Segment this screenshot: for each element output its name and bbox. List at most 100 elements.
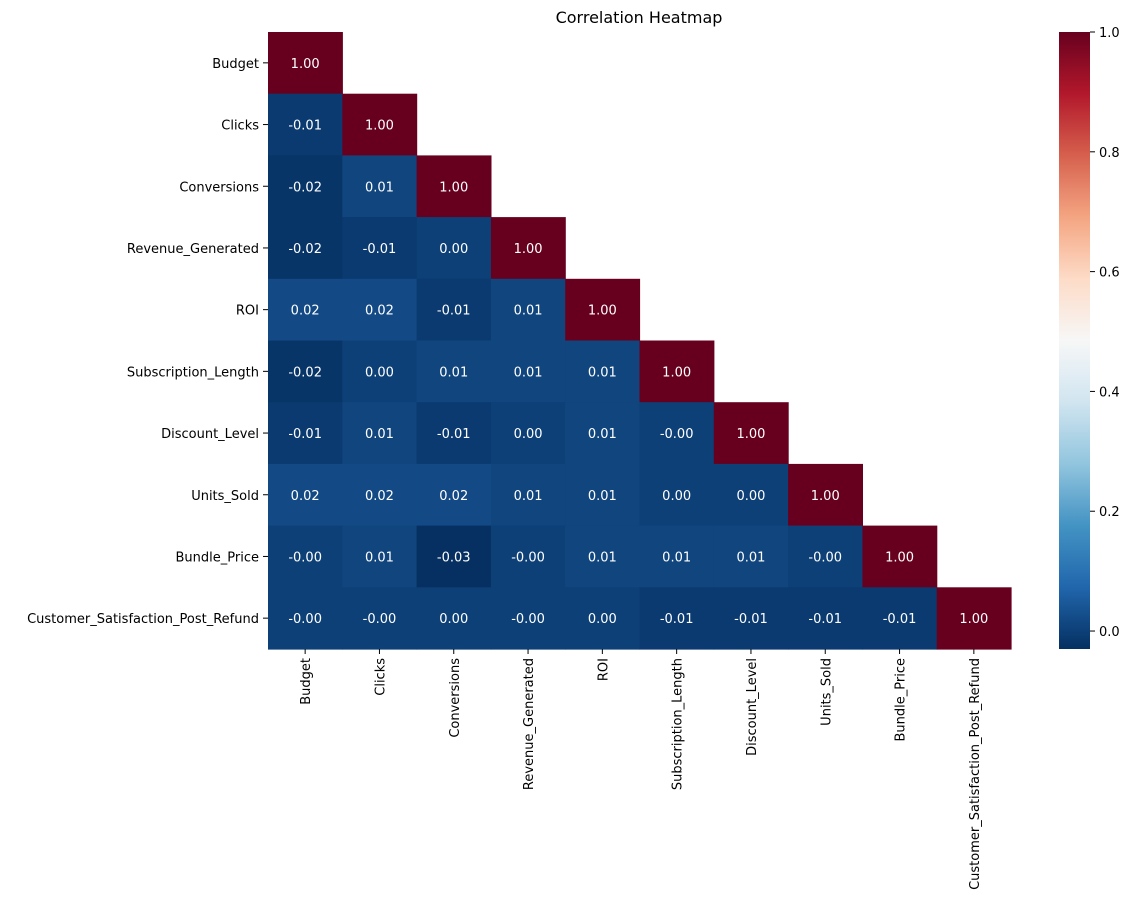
heatmap-cell (639, 402, 715, 465)
heatmap-cell (565, 463, 641, 527)
cell-annotation: 0.01 (514, 304, 543, 319)
heatmap-cell (788, 463, 863, 527)
cell-annotation: -0.00 (660, 427, 694, 442)
cell-annotation: -0.02 (288, 365, 322, 380)
heatmap-cell (416, 525, 492, 588)
y-tick-label: Clicks (221, 119, 259, 134)
heatmap-cell (490, 340, 566, 403)
heatmap-cell (639, 587, 715, 650)
cell-annotation: 0.02 (291, 304, 320, 319)
heatmap-cells: 1.00 -0.01 1.00 -0.02 0.01 1.00 -0.02 -0.01 0.00… (268, 32, 1012, 650)
x-tick-label: Discount_Level (745, 658, 760, 756)
heatmap-cell (639, 340, 715, 403)
heatmap-cell (565, 402, 641, 465)
y-tick-label: Budget (212, 57, 259, 72)
heatmap-cell (936, 587, 1012, 650)
heatmap-cell (713, 587, 789, 650)
cell-annotation: -0.00 (808, 550, 842, 565)
heatmap-cell (713, 525, 789, 588)
heatmap-cell (416, 587, 492, 650)
heatmap-cell (268, 525, 343, 588)
heatmap-cell (490, 217, 566, 280)
heatmap-cell (268, 402, 343, 465)
x-axis-tick-labels: Budget Clicks Conversions Revenue_Generated… (299, 649, 983, 890)
cell-annotation: -0.01 (288, 427, 322, 442)
cell-annotation: 0.00 (662, 489, 691, 504)
heatmap-cell (490, 463, 566, 527)
cell-annotation: 0.01 (439, 365, 468, 380)
cell-annotation: 1.00 (365, 119, 394, 134)
heatmap-cell (565, 340, 641, 403)
y-tick-label: Revenue_Generated (127, 242, 259, 257)
heatmap-cell (639, 525, 715, 588)
cell-annotation: 1.00 (291, 57, 320, 72)
heatmap-cell (342, 587, 418, 650)
heatmap-cell (788, 525, 863, 588)
cell-annotation: 0.02 (365, 304, 394, 319)
heatmap-cell (268, 587, 343, 650)
heatmap-cell (342, 340, 418, 403)
cell-annotation: 0.01 (365, 180, 394, 195)
x-tick-label: Customer_Satisfaction_Post_Refund (968, 658, 983, 890)
heatmap-cell (416, 402, 492, 465)
heatmap-cell (565, 587, 641, 650)
colorbar-tick-label: 0.2 (1099, 505, 1120, 520)
heatmap-cell (342, 217, 418, 280)
cell-annotation: 0.01 (736, 550, 765, 565)
cell-annotation: 1.00 (662, 365, 691, 380)
cell-annotation: 0.01 (514, 489, 543, 504)
x-tick-label: Units_Sold (819, 658, 834, 726)
cell-annotation: -0.00 (288, 550, 322, 565)
heatmap-cell (862, 525, 938, 588)
heatmap-cell (639, 463, 715, 527)
cell-annotation: 1.00 (439, 180, 468, 195)
cell-annotation: 0.00 (439, 242, 468, 257)
cell-annotation: 1.00 (736, 427, 765, 442)
heatmap-cell (268, 32, 343, 95)
heatmap-cell (268, 217, 343, 280)
cell-annotation: 0.01 (588, 489, 617, 504)
y-tick-label: Units_Sold (191, 489, 259, 504)
colorbar: 0.0 0.2 0.4 0.6 0.8 1.0 (1059, 26, 1120, 649)
heatmap-cell (713, 402, 789, 465)
y-tick-label: Discount_Level (161, 427, 259, 442)
cell-annotation: -0.01 (883, 612, 917, 627)
cell-annotation: 0.00 (736, 489, 765, 504)
cell-annotation: 0.00 (365, 365, 394, 380)
heatmap-cell (862, 587, 938, 650)
cell-annotation: 1.00 (959, 612, 988, 627)
cell-annotation: -0.00 (363, 612, 397, 627)
y-tick-label: Conversions (179, 180, 259, 195)
cell-annotation: -0.01 (437, 304, 471, 319)
heatmap-cell (416, 278, 492, 342)
heatmap-cell (490, 525, 566, 588)
heatmap-cell (342, 93, 418, 156)
cell-annotation: 0.01 (588, 427, 617, 442)
y-axis-tick-labels: Budget Clicks Conversions Revenue_Generated… (27, 57, 268, 627)
cell-annotation: 0.02 (439, 489, 468, 504)
cell-annotation: -0.01 (437, 427, 471, 442)
heatmap-cell (713, 463, 789, 527)
heatmap-cell (268, 340, 343, 403)
cell-annotation: 1.00 (811, 489, 840, 504)
heatmap-cell (342, 278, 418, 342)
cell-annotation: -0.01 (363, 242, 397, 257)
x-tick-label: Budget (299, 658, 314, 705)
cell-annotation: -0.00 (288, 612, 322, 627)
cell-annotation: -0.01 (660, 612, 694, 627)
colorbar-tick-label: 0.6 (1099, 266, 1120, 281)
colorbar-tick-label: 1.0 (1099, 26, 1120, 41)
cell-annotation: 0.01 (365, 550, 394, 565)
cell-annotation: -0.02 (288, 242, 322, 257)
cell-annotation: -0.01 (734, 612, 768, 627)
heatmap-cell (490, 402, 566, 465)
cell-annotation: 0.01 (365, 427, 394, 442)
heatmap-cell (342, 525, 418, 588)
colorbar-tick-label: 0.0 (1099, 625, 1120, 640)
heatmap-cell (490, 587, 566, 650)
x-tick-label: Clicks (373, 658, 388, 696)
heatmap-cell (268, 463, 343, 527)
cell-annotation: -0.01 (808, 612, 842, 627)
cell-annotation: 0.00 (439, 612, 468, 627)
cell-annotation: -0.01 (288, 119, 322, 134)
